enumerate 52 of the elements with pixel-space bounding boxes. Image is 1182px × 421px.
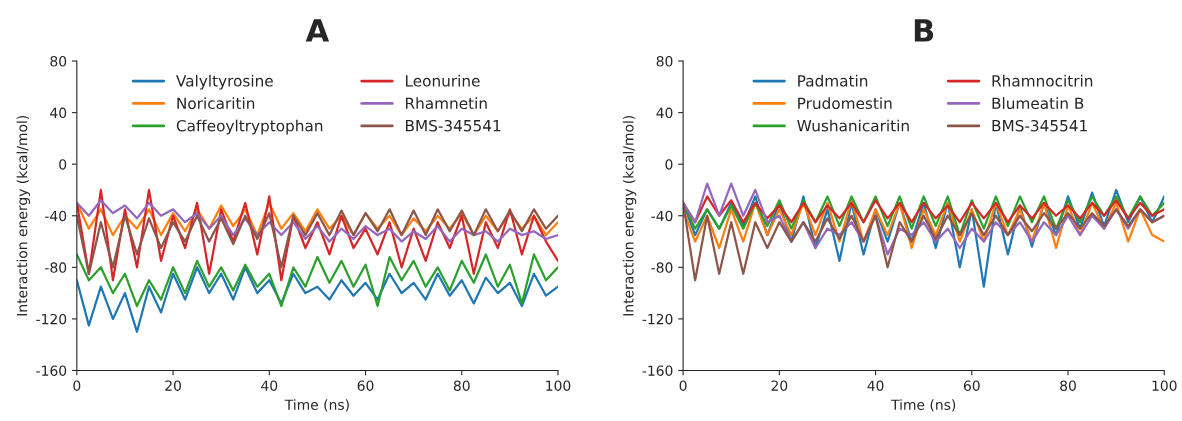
legend-label: Wushanicaritin (797, 119, 909, 132)
y-tick-label: -40 (45, 210, 67, 222)
y-axis-title: Interaction energy (kcal/mol) (16, 115, 31, 316)
line-series (76, 201, 558, 237)
line-series (76, 253, 558, 308)
legend-label: Prudomestin (798, 97, 892, 110)
line-series (683, 188, 1165, 288)
y-tick-label: 80 (50, 56, 67, 67)
x-tick-label: 80 (1060, 380, 1076, 391)
x-tick-label: 40 (867, 380, 884, 391)
line-series (76, 188, 558, 282)
x-axis-title: Time (ns) (284, 399, 349, 412)
legend-label: Noricaritin (177, 97, 255, 110)
x-axis-title: Time (ns) (891, 399, 956, 412)
line-series (76, 266, 558, 333)
x-tick-label: 100 (1152, 380, 1177, 391)
legend-label: Blumeatin B (992, 97, 1084, 110)
y-tick-label: 0 (665, 159, 673, 170)
y-tick-label: 40 (656, 107, 673, 119)
legend-label: Leonurine (405, 74, 480, 87)
y-tick-label: -160 (642, 365, 673, 376)
x-tick-label: 0 (679, 380, 687, 391)
y-tick-label: -120 (642, 313, 673, 325)
x-tick-label: 80 (453, 380, 470, 391)
legend-label: Caffeoyltryptophan (176, 119, 323, 135)
chart-title: B (914, 19, 934, 42)
chart-title: A (305, 19, 330, 42)
x-tick-label: 60 (963, 380, 980, 391)
x-tick-label: 20 (165, 380, 181, 391)
x-tick-label: 20 (771, 380, 788, 391)
line-series (683, 199, 1165, 250)
x-tick-label: 40 (261, 380, 278, 391)
line-series (76, 199, 558, 243)
legend-label: Valyltyrosine (176, 74, 273, 90)
legend-label: Rhamnocitrin (992, 74, 1093, 87)
y-tick-label: 80 (656, 56, 673, 67)
y-tick-label: 0 (59, 159, 67, 170)
y-axis-title: Interaction energy (kcal/mol) (622, 115, 637, 316)
y-tick-label: 40 (50, 107, 67, 119)
x-tick-label: 60 (357, 380, 374, 391)
line-series (76, 208, 558, 275)
legend-label: BMS-345541 (405, 119, 501, 132)
y-tick-label: -160 (36, 365, 67, 376)
legend-label: Rhamnetin (405, 97, 487, 110)
legend-label: Padmatin (798, 74, 868, 87)
legend-label: BMS-345541 (992, 119, 1087, 132)
x-tick-label: 100 (546, 380, 571, 391)
y-tick-label: -80 (45, 262, 67, 273)
y-tick-label: -120 (36, 313, 67, 325)
y-tick-label: -80 (651, 262, 673, 273)
y-tick-label: -40 (651, 210, 673, 222)
x-tick-label: 0 (73, 380, 81, 391)
